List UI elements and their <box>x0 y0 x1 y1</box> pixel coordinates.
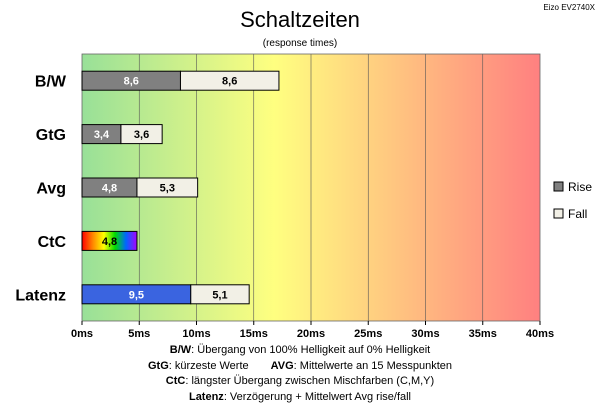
legend-swatch-rise <box>553 181 564 192</box>
category-label-gtg: GtG <box>36 127 66 144</box>
legend: Rise Fall <box>553 180 592 221</box>
data-label-fall-avg: 5,3 <box>160 183 175 195</box>
category-label-avg: Avg <box>36 181 66 198</box>
data-label-rise-b-w: 8,6 <box>124 76 139 88</box>
tick-label: 10ms <box>182 328 210 340</box>
tick-label: 5ms <box>128 328 150 340</box>
category-labels: B/W GtG Avg CtC Latenz <box>15 74 67 305</box>
data-label-fall-gtg: 3,6 <box>134 129 149 141</box>
footnotes: B/W: Übergang von 100% Helligkeit auf 0%… <box>0 343 600 405</box>
data-label-rise-gtg: 3,4 <box>94 129 110 141</box>
bar-fall-avg <box>136 177 199 198</box>
data-label-rise-avg: 4,8 <box>102 183 117 195</box>
tick-label: 20ms <box>297 328 325 340</box>
data-label-rise-ctc: 4,8 <box>102 236 117 248</box>
x-axis-ticks: 0ms 5ms 10ms 15ms 20ms 25ms 30ms 35ms 40ms <box>71 321 554 340</box>
category-label-b-w: B/W <box>35 74 67 91</box>
tick-label: 25ms <box>354 328 382 340</box>
monitor-model: Eizo EV2740X <box>543 3 595 12</box>
bar-fall-b-w <box>179 70 280 91</box>
legend-label-fall: Fall <box>568 207 587 221</box>
data-label-fall-b-w: 8,6 <box>222 76 237 88</box>
tick-label: 35ms <box>469 328 497 340</box>
tick-label: 30ms <box>411 328 439 340</box>
category-label-latenz: Latenz <box>15 287 66 304</box>
chart-title: Schaltzeiten <box>240 7 360 32</box>
legend-label-rise: Rise <box>568 180 592 194</box>
bar-rise-ctc <box>81 230 138 251</box>
bar-fall-latenz <box>190 284 250 305</box>
legend-swatch-fall <box>553 208 564 219</box>
data-label-fall-latenz: 5,1 <box>212 289 227 301</box>
note-gtg-avg: GtG: kürzeste Werte AVG: Mittelwerte an 1… <box>147 359 453 372</box>
chart-subtitle: (response times) <box>263 38 337 49</box>
note-latenz: Latenz: Verzögerung + Mittelwert Avg ris… <box>188 390 412 403</box>
note-ctc: CtC: längster Übergang zwischen Mischfar… <box>165 375 435 387</box>
bar-fall-gtg <box>120 124 163 145</box>
tick-label: 40ms <box>526 328 554 340</box>
note-bw: B/W: Übergang von 100% Helligkeit auf 0%… <box>169 344 431 356</box>
data-label-rise-latenz: 9,5 <box>129 289 144 301</box>
category-label-ctc: CtC <box>38 234 67 251</box>
tick-label: 0ms <box>71 328 93 340</box>
tick-label: 15ms <box>240 328 268 340</box>
bars: 8,6 8,6 3,4 3,6 4,8 5,3 4,8 9,5 5,1 <box>81 70 280 305</box>
